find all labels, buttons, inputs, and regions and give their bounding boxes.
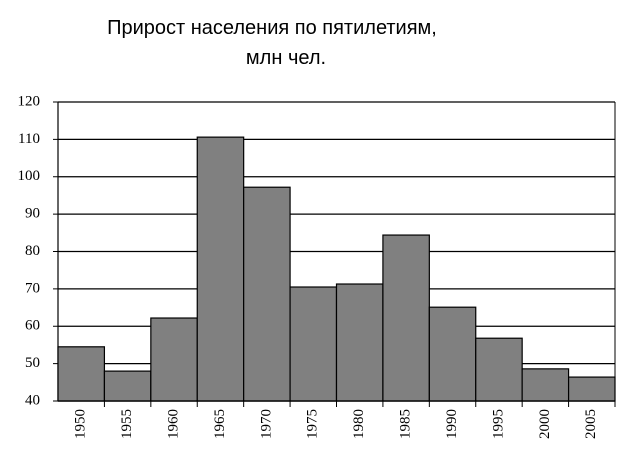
bar [196, 136, 245, 402]
chart-title: Прирост населения по пятилетиям, [107, 17, 437, 39]
y-tick-label: 110 [18, 131, 40, 147]
bar [289, 286, 338, 402]
chart-subtitle: млн чел. [246, 47, 326, 69]
bar [57, 346, 106, 402]
bar [335, 283, 384, 402]
x-tick-label: 1965 [212, 409, 228, 439]
x-tick-label: 1950 [73, 409, 89, 439]
x-tick-label: 1985 [398, 409, 414, 439]
bar [382, 234, 430, 402]
bar [243, 186, 291, 402]
bar [521, 368, 570, 402]
y-tick-label: 50 [25, 355, 40, 371]
y-tick-label: 100 [18, 168, 41, 184]
bar [150, 317, 198, 402]
x-tick-label: 2005 [583, 409, 599, 439]
x-tick-label: 1990 [444, 409, 460, 439]
y-tick-label: 90 [25, 206, 40, 222]
y-tick-label: 120 [18, 93, 41, 109]
x-tick-label: 1970 [258, 409, 274, 439]
x-tick-label: 2000 [537, 409, 553, 439]
bar [103, 370, 152, 402]
y-tick-label: 70 [25, 280, 40, 296]
bar [428, 306, 477, 402]
bar [475, 337, 523, 402]
bar [567, 376, 616, 402]
x-tick-label: 1995 [490, 409, 506, 439]
x-tick-label: 1980 [351, 409, 367, 439]
y-tick-label: 40 [25, 392, 40, 408]
x-tick-label: 1975 [305, 409, 321, 439]
x-tick-label: 1960 [165, 409, 181, 439]
x-tick-label: 1955 [119, 409, 135, 439]
y-tick-label: 80 [25, 243, 40, 259]
y-tick-label: 60 [25, 318, 40, 334]
